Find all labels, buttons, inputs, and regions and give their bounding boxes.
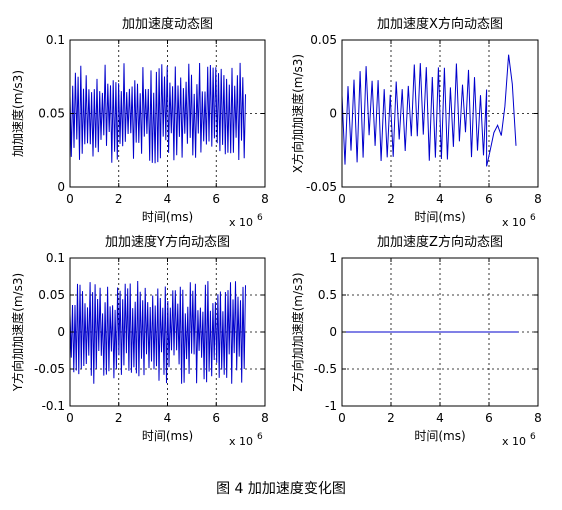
x-axis-label: 时间(ms) xyxy=(142,210,193,224)
x-tick-label: 8 xyxy=(534,411,542,425)
x-tick-label: 8 xyxy=(534,192,542,206)
y-tick-label: 0 xyxy=(57,325,65,339)
x-multiplier-exponent: 6 xyxy=(257,213,263,223)
x-tick-label: 2 xyxy=(387,411,395,425)
y-axis-label: 加加速度(m/s3) xyxy=(10,70,25,157)
chart-title: 加加速度Z方向动态图 xyxy=(377,234,503,250)
y-tick-label: 0 xyxy=(329,325,337,339)
y-tick-label: -1 xyxy=(325,399,337,413)
y-tick-label: -0.5 xyxy=(314,362,337,376)
x-multiplier-base: x 10 xyxy=(229,216,253,229)
y-axis-label: Z方向加加速度(m/s3) xyxy=(290,272,305,391)
x-tick-label: 6 xyxy=(485,192,493,206)
x-tick-label: 6 xyxy=(212,192,220,206)
x-tick-label: 0 xyxy=(338,192,346,206)
y-tick-label: 0.05 xyxy=(38,288,65,302)
y-axis-label: Y方向加加速度(m/s3) xyxy=(10,273,25,392)
x-tick-label: 4 xyxy=(436,411,444,425)
x-multiplier-base: x 10 xyxy=(502,216,526,229)
x-multiplier-base: x 10 xyxy=(502,435,526,448)
x-axis-label: 时间(ms) xyxy=(142,429,193,443)
y-tick-label: 0 xyxy=(329,107,337,121)
x-tick-label: 4 xyxy=(436,192,444,206)
x-tick-label: 2 xyxy=(115,192,123,206)
series-line xyxy=(69,62,246,164)
x-multiplier-exponent: 6 xyxy=(257,432,263,442)
x-tick-label: 6 xyxy=(485,411,493,425)
y-tick-label: 0.05 xyxy=(310,33,337,47)
figure-caption: 图 4 加加速度变化图 xyxy=(216,481,346,497)
x-tick-label: 2 xyxy=(115,411,123,425)
y-tick-label: 0.5 xyxy=(318,288,337,302)
chart-title: 加加速度动态图 xyxy=(122,16,213,32)
x-tick-label: 4 xyxy=(164,411,172,425)
x-multiplier-exponent: 6 xyxy=(530,432,536,442)
y-tick-label: 0.1 xyxy=(46,251,65,265)
series-line xyxy=(341,54,517,167)
y-tick-label: 0 xyxy=(57,180,65,194)
x-tick-label: 0 xyxy=(66,192,74,206)
x-multiplier-exponent: 6 xyxy=(530,213,536,223)
y-tick-label: -0.1 xyxy=(42,399,65,413)
y-tick-label: 1 xyxy=(329,251,337,265)
chart-title: 加加速度X方向动态图 xyxy=(377,16,503,32)
x-tick-label: 0 xyxy=(338,411,346,425)
series-line xyxy=(69,280,246,384)
x-tick-label: 8 xyxy=(261,411,269,425)
x-tick-label: 0 xyxy=(66,411,74,425)
y-tick-label: 0.1 xyxy=(46,33,65,47)
x-tick-label: 4 xyxy=(164,192,172,206)
x-multiplier-base: x 10 xyxy=(229,435,253,448)
y-tick-label: -0.05 xyxy=(34,362,65,376)
y-axis-label: X方向加加速度(m/s3) xyxy=(290,54,305,173)
x-tick-label: 6 xyxy=(212,411,220,425)
x-axis-label: 时间(ms) xyxy=(414,429,465,443)
chart-title: 加加速度Y方向动态图 xyxy=(105,234,230,250)
x-tick-label: 8 xyxy=(261,192,269,206)
x-tick-label: 2 xyxy=(387,192,395,206)
x-axis-label: 时间(ms) xyxy=(414,210,465,224)
y-tick-label: -0.05 xyxy=(306,180,337,194)
y-tick-label: 0.05 xyxy=(38,107,65,121)
